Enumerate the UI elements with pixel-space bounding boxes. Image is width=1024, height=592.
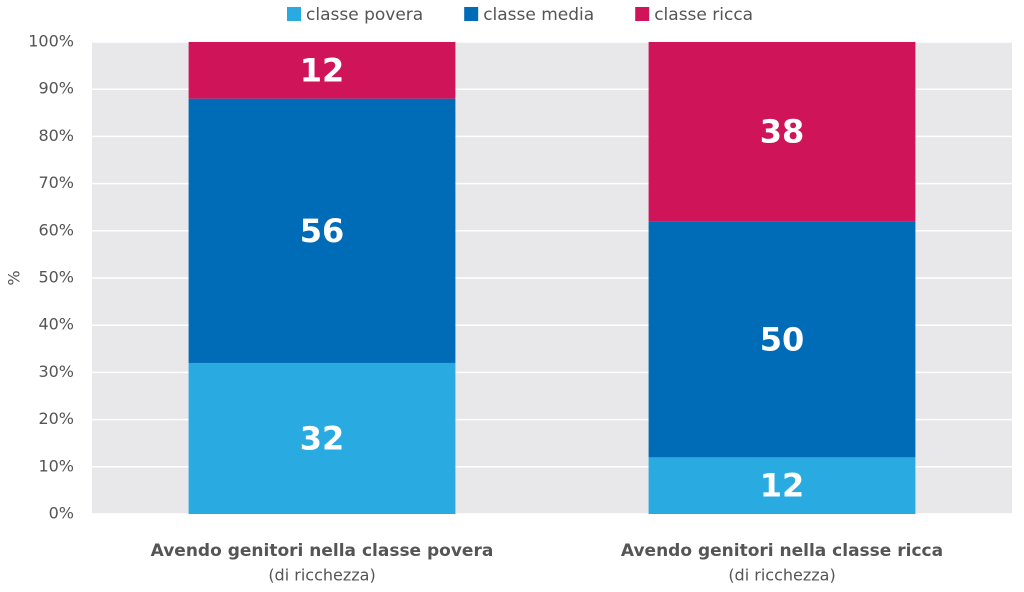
y-tick-label: 60% xyxy=(38,220,74,239)
y-tick-label: 80% xyxy=(38,126,74,145)
bar-segment xyxy=(648,221,916,458)
data-label: 12 xyxy=(300,51,345,89)
legend-swatch xyxy=(635,7,650,21)
x-tick-note: (di ricchezza) xyxy=(728,566,835,585)
y-tick-label: 40% xyxy=(38,315,74,334)
legend-label: classe povera xyxy=(306,5,423,25)
bar-segment xyxy=(188,98,456,363)
data-label: 32 xyxy=(300,419,345,457)
bar-segment xyxy=(648,42,916,222)
y-tick-label: 30% xyxy=(38,362,74,381)
x-tick-note: (di ricchezza) xyxy=(268,566,375,585)
data-label: 12 xyxy=(760,467,805,505)
legend-label: classe media xyxy=(483,5,594,25)
x-tick-label: Avendo genitori nella classe ricca xyxy=(621,541,943,561)
y-tick-label: 70% xyxy=(38,173,74,192)
y-tick-label: 0% xyxy=(49,504,74,523)
bar-segment xyxy=(648,457,916,514)
data-label: 50 xyxy=(760,320,805,358)
y-axis-label: % xyxy=(5,270,24,285)
y-tick-label: 90% xyxy=(38,79,74,98)
legend-swatch xyxy=(287,7,301,21)
bar-segment xyxy=(188,42,456,99)
y-tick-label: 10% xyxy=(38,456,74,475)
legend-swatch xyxy=(464,7,479,21)
data-label: 56 xyxy=(300,212,345,250)
data-label: 38 xyxy=(760,113,805,151)
y-tick-label: 20% xyxy=(38,409,74,428)
y-tick-label: 100% xyxy=(28,32,74,51)
bar-segment xyxy=(188,362,456,514)
y-tick-label: 50% xyxy=(38,268,74,287)
x-tick-label: Avendo genitori nella classe povera xyxy=(151,541,494,561)
legend-label: classe ricca xyxy=(654,5,753,25)
